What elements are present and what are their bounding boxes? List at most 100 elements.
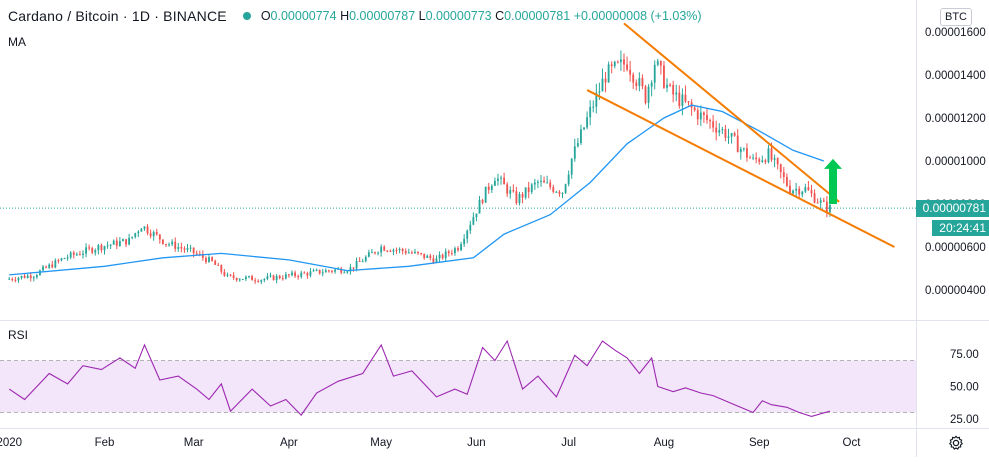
candle-body xyxy=(140,228,143,232)
candle-body xyxy=(469,224,472,231)
candle-body xyxy=(45,266,48,268)
candle-body xyxy=(300,272,303,277)
candle-body xyxy=(746,148,748,158)
candle-body xyxy=(284,274,287,279)
candle-body xyxy=(324,270,327,273)
candle-body xyxy=(666,84,668,88)
candle-body xyxy=(742,148,745,150)
candle-body xyxy=(131,236,134,238)
rsi-indicator-label[interactable]: RSI xyxy=(8,328,29,342)
candle-body xyxy=(822,200,825,202)
candle-body xyxy=(165,243,167,245)
candle-body xyxy=(57,260,60,262)
low-label: L xyxy=(418,9,426,23)
candle-body xyxy=(39,270,41,276)
candle-body xyxy=(789,185,791,194)
close-value: 0.00000781 xyxy=(504,9,571,23)
candle-body xyxy=(192,247,195,254)
candle-body xyxy=(383,246,386,251)
candle-body xyxy=(712,121,715,128)
candle-body xyxy=(761,160,764,162)
candle-body xyxy=(248,276,250,278)
candle-body xyxy=(438,254,441,259)
candle-body xyxy=(767,148,770,163)
candle-body xyxy=(540,180,542,182)
candle-body xyxy=(564,184,567,193)
candle-body xyxy=(656,61,659,65)
open-value: 0.00000774 xyxy=(270,9,337,23)
ma-indicator-label[interactable]: MA xyxy=(8,35,26,49)
candle-body xyxy=(386,250,389,252)
candle-body xyxy=(503,177,506,185)
candle-body xyxy=(512,190,515,192)
rsi-band-fill xyxy=(0,360,916,413)
rsi-tick-label: 50.00 xyxy=(950,382,979,394)
candle-body xyxy=(819,200,822,203)
candle-body xyxy=(709,120,711,122)
candle-body xyxy=(312,270,315,272)
candle-body xyxy=(472,217,475,225)
candle-body xyxy=(558,191,561,194)
candle-body xyxy=(536,181,539,183)
candle-body xyxy=(414,251,416,254)
candle-body xyxy=(32,277,35,279)
candle-body xyxy=(103,246,106,251)
price-tick-label: 0.00000400 xyxy=(925,285,986,297)
symbol-title[interactable]: Cardano / Bitcoin · 1D · BINANCE xyxy=(8,8,227,24)
candle-body xyxy=(776,158,779,165)
gear-icon[interactable] xyxy=(948,435,964,451)
time-tick-label: Feb xyxy=(95,437,115,449)
candle-body xyxy=(586,117,589,128)
wedge-upper-line xyxy=(623,22,840,203)
candle-body xyxy=(447,251,450,254)
candle-body xyxy=(161,239,164,244)
candle-body xyxy=(466,230,469,239)
candle-body xyxy=(122,239,124,242)
candle-body xyxy=(441,254,444,259)
candle-body xyxy=(684,94,687,102)
candle-body xyxy=(29,275,32,279)
candle-body xyxy=(693,107,696,111)
high-label: H xyxy=(340,9,350,23)
candle-body xyxy=(493,180,496,186)
candle-body xyxy=(601,78,604,92)
candle-body xyxy=(785,176,788,186)
candle-body xyxy=(349,267,352,272)
candle-body xyxy=(610,64,613,67)
candle-body xyxy=(475,213,478,218)
candle-body xyxy=(524,187,527,198)
candle-body xyxy=(580,129,582,144)
low-value: 0.00000773 xyxy=(425,9,492,23)
candle-body xyxy=(8,278,11,280)
candle-body xyxy=(278,275,281,279)
candle-body xyxy=(816,202,819,204)
high-value: 0.00000787 xyxy=(349,9,416,23)
currency-badge[interactable]: BTC xyxy=(940,8,972,26)
candle-body xyxy=(792,190,794,194)
candle-body xyxy=(288,274,290,276)
candle-body xyxy=(546,182,549,184)
candle-body xyxy=(773,158,776,160)
candle-body xyxy=(758,159,761,162)
candle-body xyxy=(543,180,545,183)
moving-average xyxy=(9,104,825,276)
candle-body xyxy=(739,148,742,153)
candle-body xyxy=(327,270,330,272)
candle-body xyxy=(63,258,66,260)
candle-body xyxy=(352,267,355,269)
candle-body xyxy=(801,191,804,195)
candle-body xyxy=(724,129,727,138)
candle-body xyxy=(371,252,373,254)
candle-body xyxy=(257,281,260,283)
candle-body xyxy=(14,279,17,281)
candle-body xyxy=(306,273,309,276)
candle-body xyxy=(616,61,619,63)
candle-body xyxy=(423,253,426,259)
candle-body xyxy=(177,247,180,249)
candle-body xyxy=(401,248,404,252)
candle-body xyxy=(629,69,632,75)
candle-body xyxy=(813,193,816,203)
candle-body xyxy=(678,92,681,107)
